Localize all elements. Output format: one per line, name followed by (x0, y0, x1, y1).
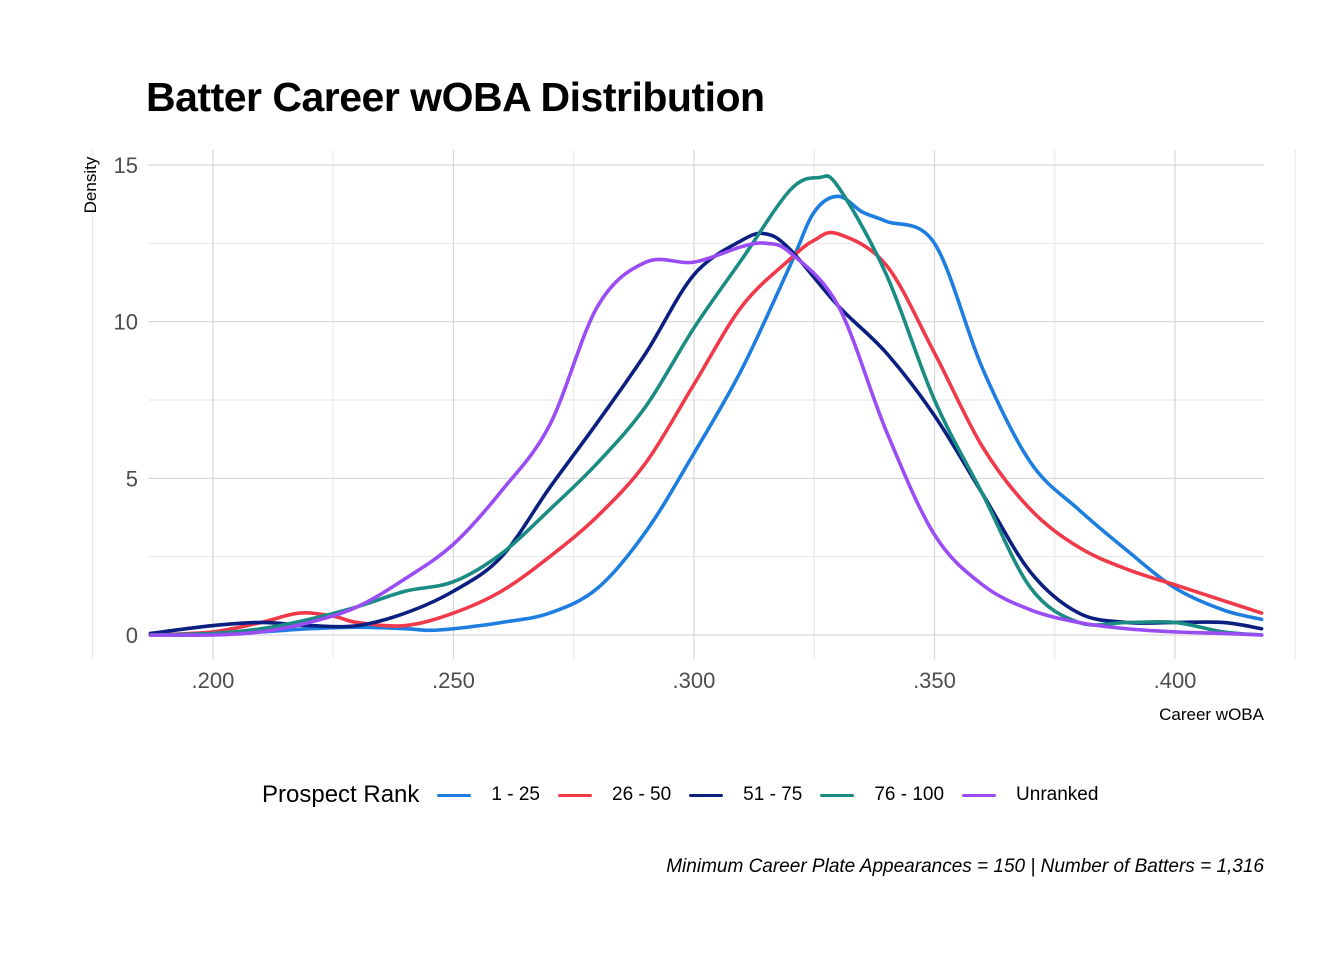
y-tick-label: 10 (114, 310, 138, 335)
series-line-2 (148, 230, 1264, 637)
series-line-1 (148, 194, 1264, 637)
legend-key (437, 793, 472, 797)
y-tick-label: 5 (126, 466, 138, 491)
series-lines (148, 174, 1264, 638)
legend-item-3: 51 - 75 (689, 784, 802, 806)
chart-caption: Minimum Career Plate Appearances = 150 |… (666, 856, 1264, 877)
legend-item-1: 1 - 25 (437, 784, 540, 806)
y-tick-label: 0 (126, 623, 138, 648)
legend-label: 26 - 50 (612, 784, 672, 805)
x-axis-title: Career wOBA (1159, 705, 1265, 724)
series-line-4 (148, 174, 1264, 637)
legend-key (962, 793, 997, 797)
x-axis-ticks: .200 .250 .300 .350 .400 (192, 668, 1197, 693)
legend-item-2: 26 - 50 (558, 784, 671, 806)
gridlines (92, 150, 1296, 659)
x-tick-label: .200 (192, 668, 235, 693)
legend-key (558, 793, 592, 797)
x-tick-label: .350 (913, 668, 956, 693)
legend-title: Prospect Rank (262, 781, 420, 808)
legend-label: 1 - 25 (491, 784, 540, 805)
legend-label: 51 - 75 (743, 784, 803, 805)
series-line-3 (148, 231, 1264, 636)
legend-key (820, 793, 855, 797)
legend-label: 76 - 100 (874, 784, 945, 805)
y-tick-label: 15 (114, 153, 138, 178)
legend-item-5: Unranked (962, 784, 1098, 806)
x-tick-label: .250 (432, 668, 475, 693)
x-tick-label: .300 (673, 668, 716, 693)
legend: Prospect Rank 1 - 25 26 - 50 51 - 75 76 - 1… (262, 778, 1116, 812)
series-line-5 (148, 241, 1264, 638)
y-axis-ticks: 0 5 10 15 (114, 153, 138, 648)
legend-item-4: 76 - 100 (820, 784, 944, 806)
y-axis-title: Density (81, 156, 100, 213)
x-tick-label: .400 (1154, 668, 1197, 693)
chart-title: Batter Career wOBA Distribution (146, 74, 765, 120)
legend-label: Unranked (1016, 784, 1099, 805)
legend-key (689, 793, 724, 797)
